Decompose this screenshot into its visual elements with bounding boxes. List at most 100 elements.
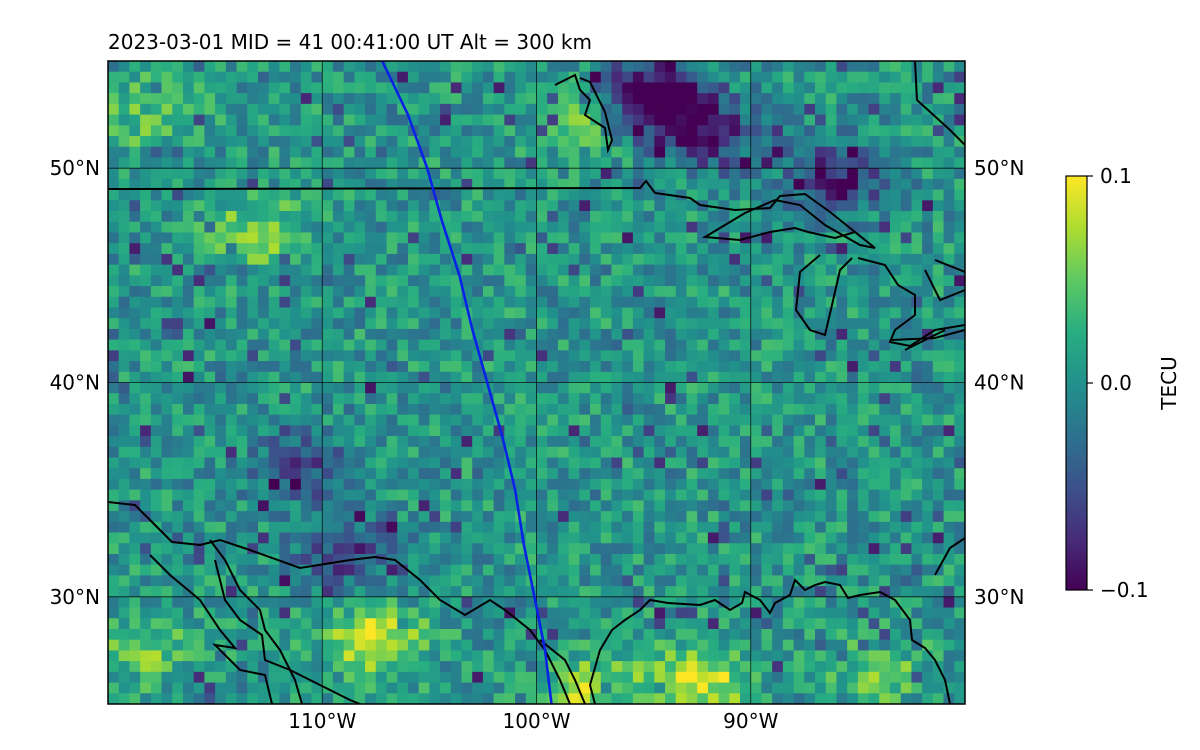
- heatmap-cell: [225, 521, 238, 534]
- heatmap-cell: [590, 103, 602, 116]
- heatmap-cell: [354, 350, 366, 362]
- heatmap-cell: [622, 607, 634, 619]
- heatmap-cell: [954, 403, 965, 416]
- heatmap-cell: [718, 296, 730, 309]
- heatmap-cell: [193, 618, 206, 630]
- heatmap-cell: [161, 628, 173, 641]
- heatmap-cell: [418, 403, 430, 416]
- heatmap-cell: [665, 693, 677, 704]
- heatmap-cell: [161, 618, 173, 630]
- heatmap-cell: [161, 671, 173, 684]
- heatmap-cell: [161, 82, 173, 94]
- heatmap-cell: [579, 511, 591, 523]
- heatmap-cell: [268, 93, 280, 105]
- heatmap-cell: [525, 103, 538, 116]
- heatmap-cell: [579, 575, 591, 587]
- heatmap-cell: [793, 318, 805, 330]
- heatmap-cell: [536, 564, 548, 576]
- heatmap-cell: [322, 146, 334, 159]
- heatmap-cell: [707, 564, 720, 576]
- heatmap-cell: [118, 618, 131, 630]
- heatmap-cell: [525, 628, 538, 641]
- heatmap-cell: [547, 178, 559, 191]
- heatmap-cell: [579, 103, 591, 116]
- heatmap-cell: [740, 478, 752, 491]
- heatmap-cell: [182, 350, 195, 362]
- heatmap-cell: [386, 575, 398, 587]
- heatmap-cell: [257, 200, 270, 212]
- heatmap-cell: [161, 286, 173, 298]
- heatmap-cell: [900, 350, 913, 362]
- heatmap-cell: [268, 61, 280, 73]
- heatmap-cell: [354, 521, 366, 534]
- heatmap-cell: [815, 489, 827, 501]
- heatmap-cell: [868, 93, 880, 105]
- satellite-track: [381, 61, 553, 704]
- heatmap-cell: [140, 575, 152, 587]
- heatmap-cell: [643, 125, 655, 137]
- heatmap-cell: [654, 639, 666, 652]
- heatmap-cell: [879, 607, 891, 619]
- heatmap-cell: [279, 178, 291, 191]
- heatmap-cell: [857, 628, 870, 641]
- heatmap-cell: [311, 543, 323, 555]
- heatmap-cell: [750, 564, 763, 576]
- heatmap-cell: [943, 607, 955, 619]
- heatmap-cell: [290, 468, 302, 480]
- heatmap-cell: [257, 403, 270, 416]
- heatmap-cell: [515, 425, 527, 437]
- heatmap-cell: [193, 628, 206, 641]
- heatmap-cell: [600, 103, 613, 116]
- heatmap-cell: [611, 382, 623, 394]
- heatmap-cell: [900, 607, 913, 619]
- heatmap-cell: [290, 596, 302, 609]
- heatmap-cell: [804, 61, 816, 73]
- heatmap-cell: [557, 618, 570, 630]
- heatmap-cell: [482, 425, 495, 437]
- heatmap-cell: [707, 511, 720, 523]
- heatmap-cell: [215, 650, 227, 662]
- heatmap-cell: [482, 114, 495, 126]
- heatmap-cell: [879, 296, 891, 309]
- heatmap-cell: [911, 361, 923, 373]
- heatmap-cell: [900, 468, 913, 480]
- heatmap-cell: [236, 468, 248, 480]
- heatmap-cell: [547, 489, 559, 501]
- heatmap-cell: [675, 618, 688, 630]
- heatmap-cell: [954, 168, 965, 180]
- heatmap-cell: [547, 361, 559, 373]
- heatmap-cell: [129, 639, 141, 652]
- heatmap-cell: [890, 253, 902, 266]
- heatmap-cell: [493, 211, 505, 223]
- heatmap-cell: [718, 468, 730, 480]
- heatmap-cell: [429, 521, 441, 534]
- heatmap-cell: [461, 628, 473, 641]
- heatmap-cell: [654, 393, 666, 405]
- heatmap-cell: [397, 682, 409, 694]
- heatmap-cell: [279, 650, 291, 662]
- heatmap-cell: [836, 371, 848, 384]
- heatmap-cell: [665, 253, 677, 266]
- heatmap-cell: [354, 189, 366, 201]
- heatmap-cell: [161, 500, 173, 512]
- heatmap-cell: [515, 189, 527, 201]
- heatmap-cell: [954, 350, 965, 362]
- heatmap-cell: [257, 543, 270, 555]
- heatmap-cell: [247, 650, 259, 662]
- heatmap-cell: [600, 671, 613, 684]
- heatmap-cell: [868, 575, 880, 587]
- heatmap-cell: [236, 82, 248, 94]
- heatmap-cell: [161, 350, 173, 362]
- heatmap-cell: [418, 425, 430, 437]
- heatmap-cell: [793, 543, 805, 555]
- heatmap-cell: [215, 307, 227, 319]
- heatmap-cell: [290, 436, 302, 448]
- heatmap-cell: [354, 500, 366, 512]
- heatmap-cell: [236, 61, 248, 73]
- heatmap-cell: [193, 521, 206, 534]
- heatmap-cell: [311, 586, 323, 598]
- heatmap-cell: [472, 371, 484, 384]
- heatmap-cell: [622, 232, 634, 244]
- heatmap-cell: [557, 361, 570, 373]
- heatmap-cell: [568, 436, 580, 448]
